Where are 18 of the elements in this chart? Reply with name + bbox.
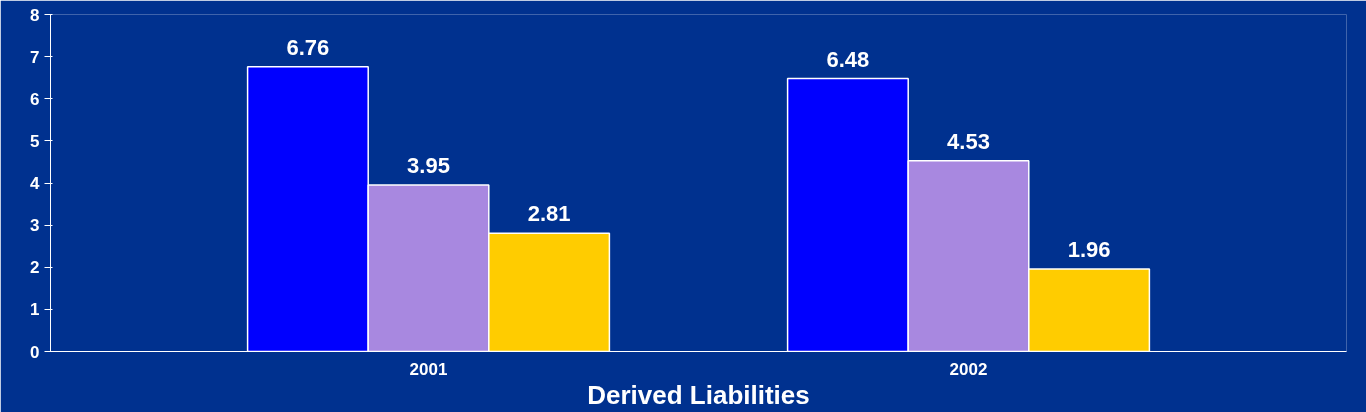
y-tick-label: 8 — [30, 5, 40, 25]
data-label: 4.53 — [947, 128, 990, 154]
data-label: 2.81 — [527, 201, 571, 227]
x-axis-title: Derived Liabilities — [587, 379, 810, 410]
data-label: 6.76 — [286, 34, 330, 60]
x-tick-label: 2002 — [949, 359, 988, 379]
y-tick-label: 7 — [30, 47, 40, 67]
y-tick-label: 0 — [30, 342, 40, 362]
y-tick-label: 4 — [30, 174, 41, 193]
data-label: 1.96 — [1067, 236, 1111, 262]
y-tick-label: 3 — [30, 216, 40, 236]
x-tick-label: 2001 — [409, 359, 448, 379]
data-label: 3.95 — [407, 153, 450, 179]
y-tick-label: 6 — [30, 89, 40, 109]
data-label: 6.48 — [826, 46, 870, 72]
y-tick-label: 5 — [30, 131, 40, 151]
y-tick-label: 1 — [30, 300, 40, 320]
y-tick-label: 2 — [30, 258, 40, 278]
